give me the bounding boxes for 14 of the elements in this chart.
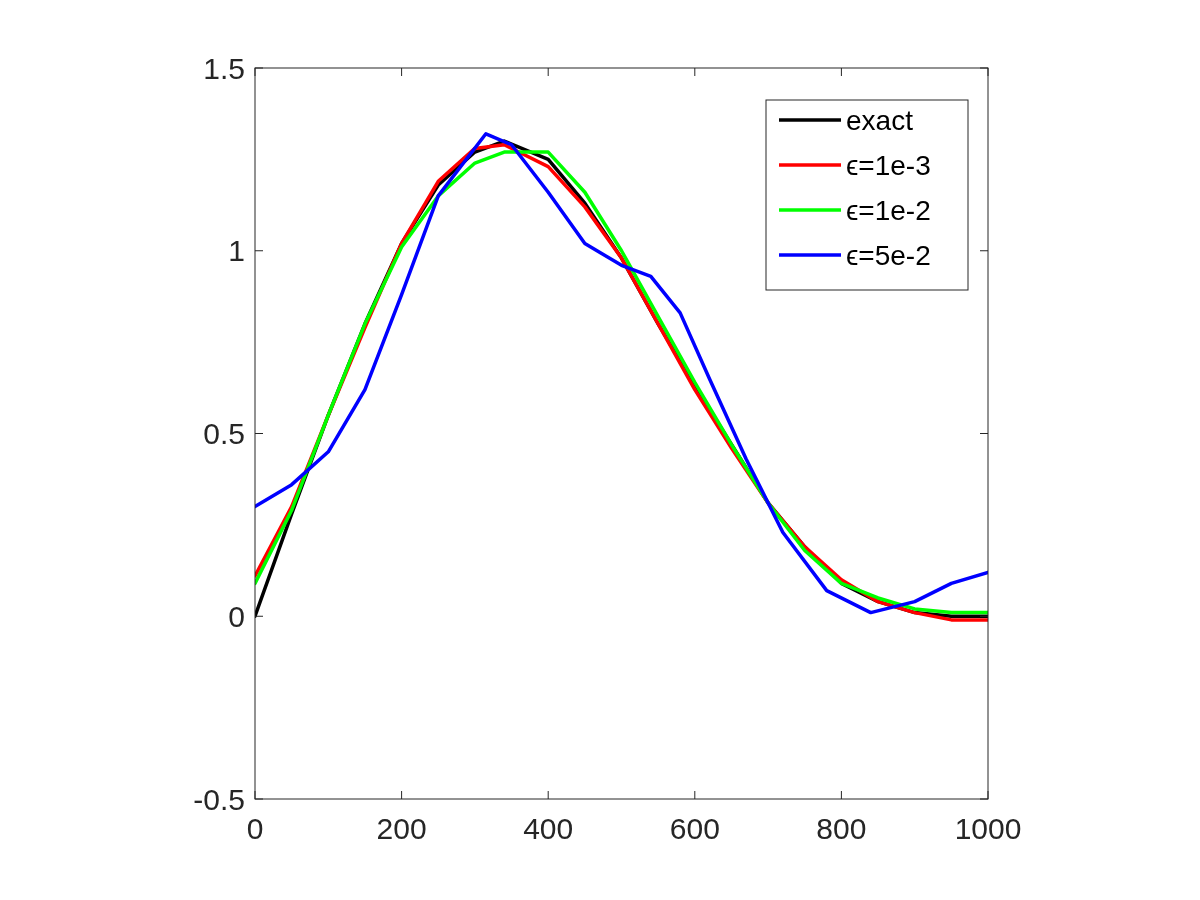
legend-label: ϵ=1e-3 bbox=[846, 149, 931, 181]
y-tick-label: 0.5 bbox=[203, 417, 245, 450]
y-tick-label: 1 bbox=[228, 234, 245, 268]
x-tick-label: 200 bbox=[376, 812, 427, 845]
x-tick-label: 1000 bbox=[954, 812, 1022, 845]
y-tick-label: 0 bbox=[228, 599, 245, 633]
legend-label: ϵ=1e-2 bbox=[846, 194, 931, 226]
x-tick-label: 600 bbox=[669, 812, 720, 845]
legend-label: exact bbox=[846, 104, 914, 136]
y-tick-label: -0.5 bbox=[193, 782, 245, 816]
legend-label: ϵ=5e-2 bbox=[846, 239, 931, 271]
y-tick-label: 1.5 bbox=[203, 51, 245, 85]
x-tick-label: 800 bbox=[816, 812, 867, 845]
x-tick-label: 400 bbox=[523, 812, 574, 845]
